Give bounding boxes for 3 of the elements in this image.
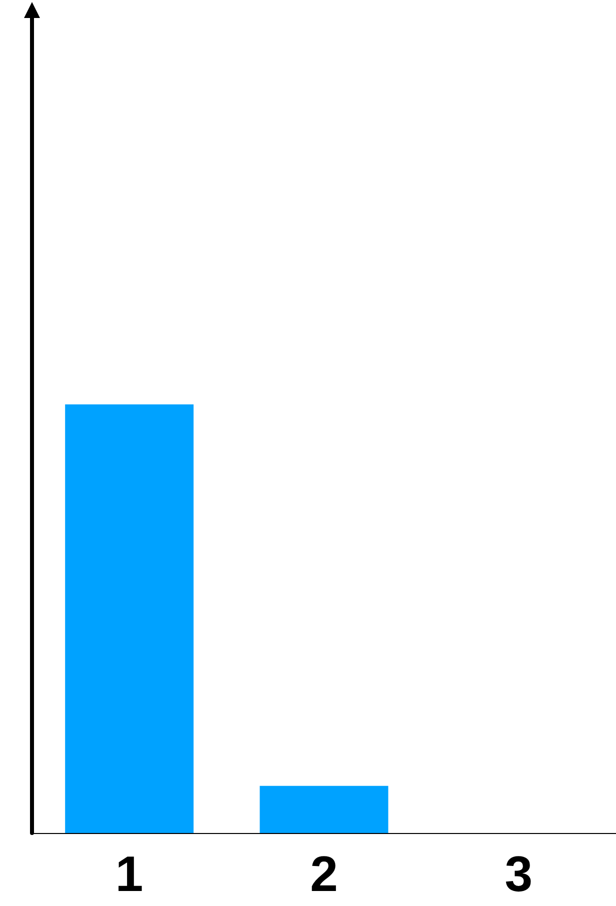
- x-tick-label: 2: [310, 846, 338, 902]
- x-tick-label: 3: [504, 846, 533, 902]
- x-tick-label: 1: [115, 846, 144, 902]
